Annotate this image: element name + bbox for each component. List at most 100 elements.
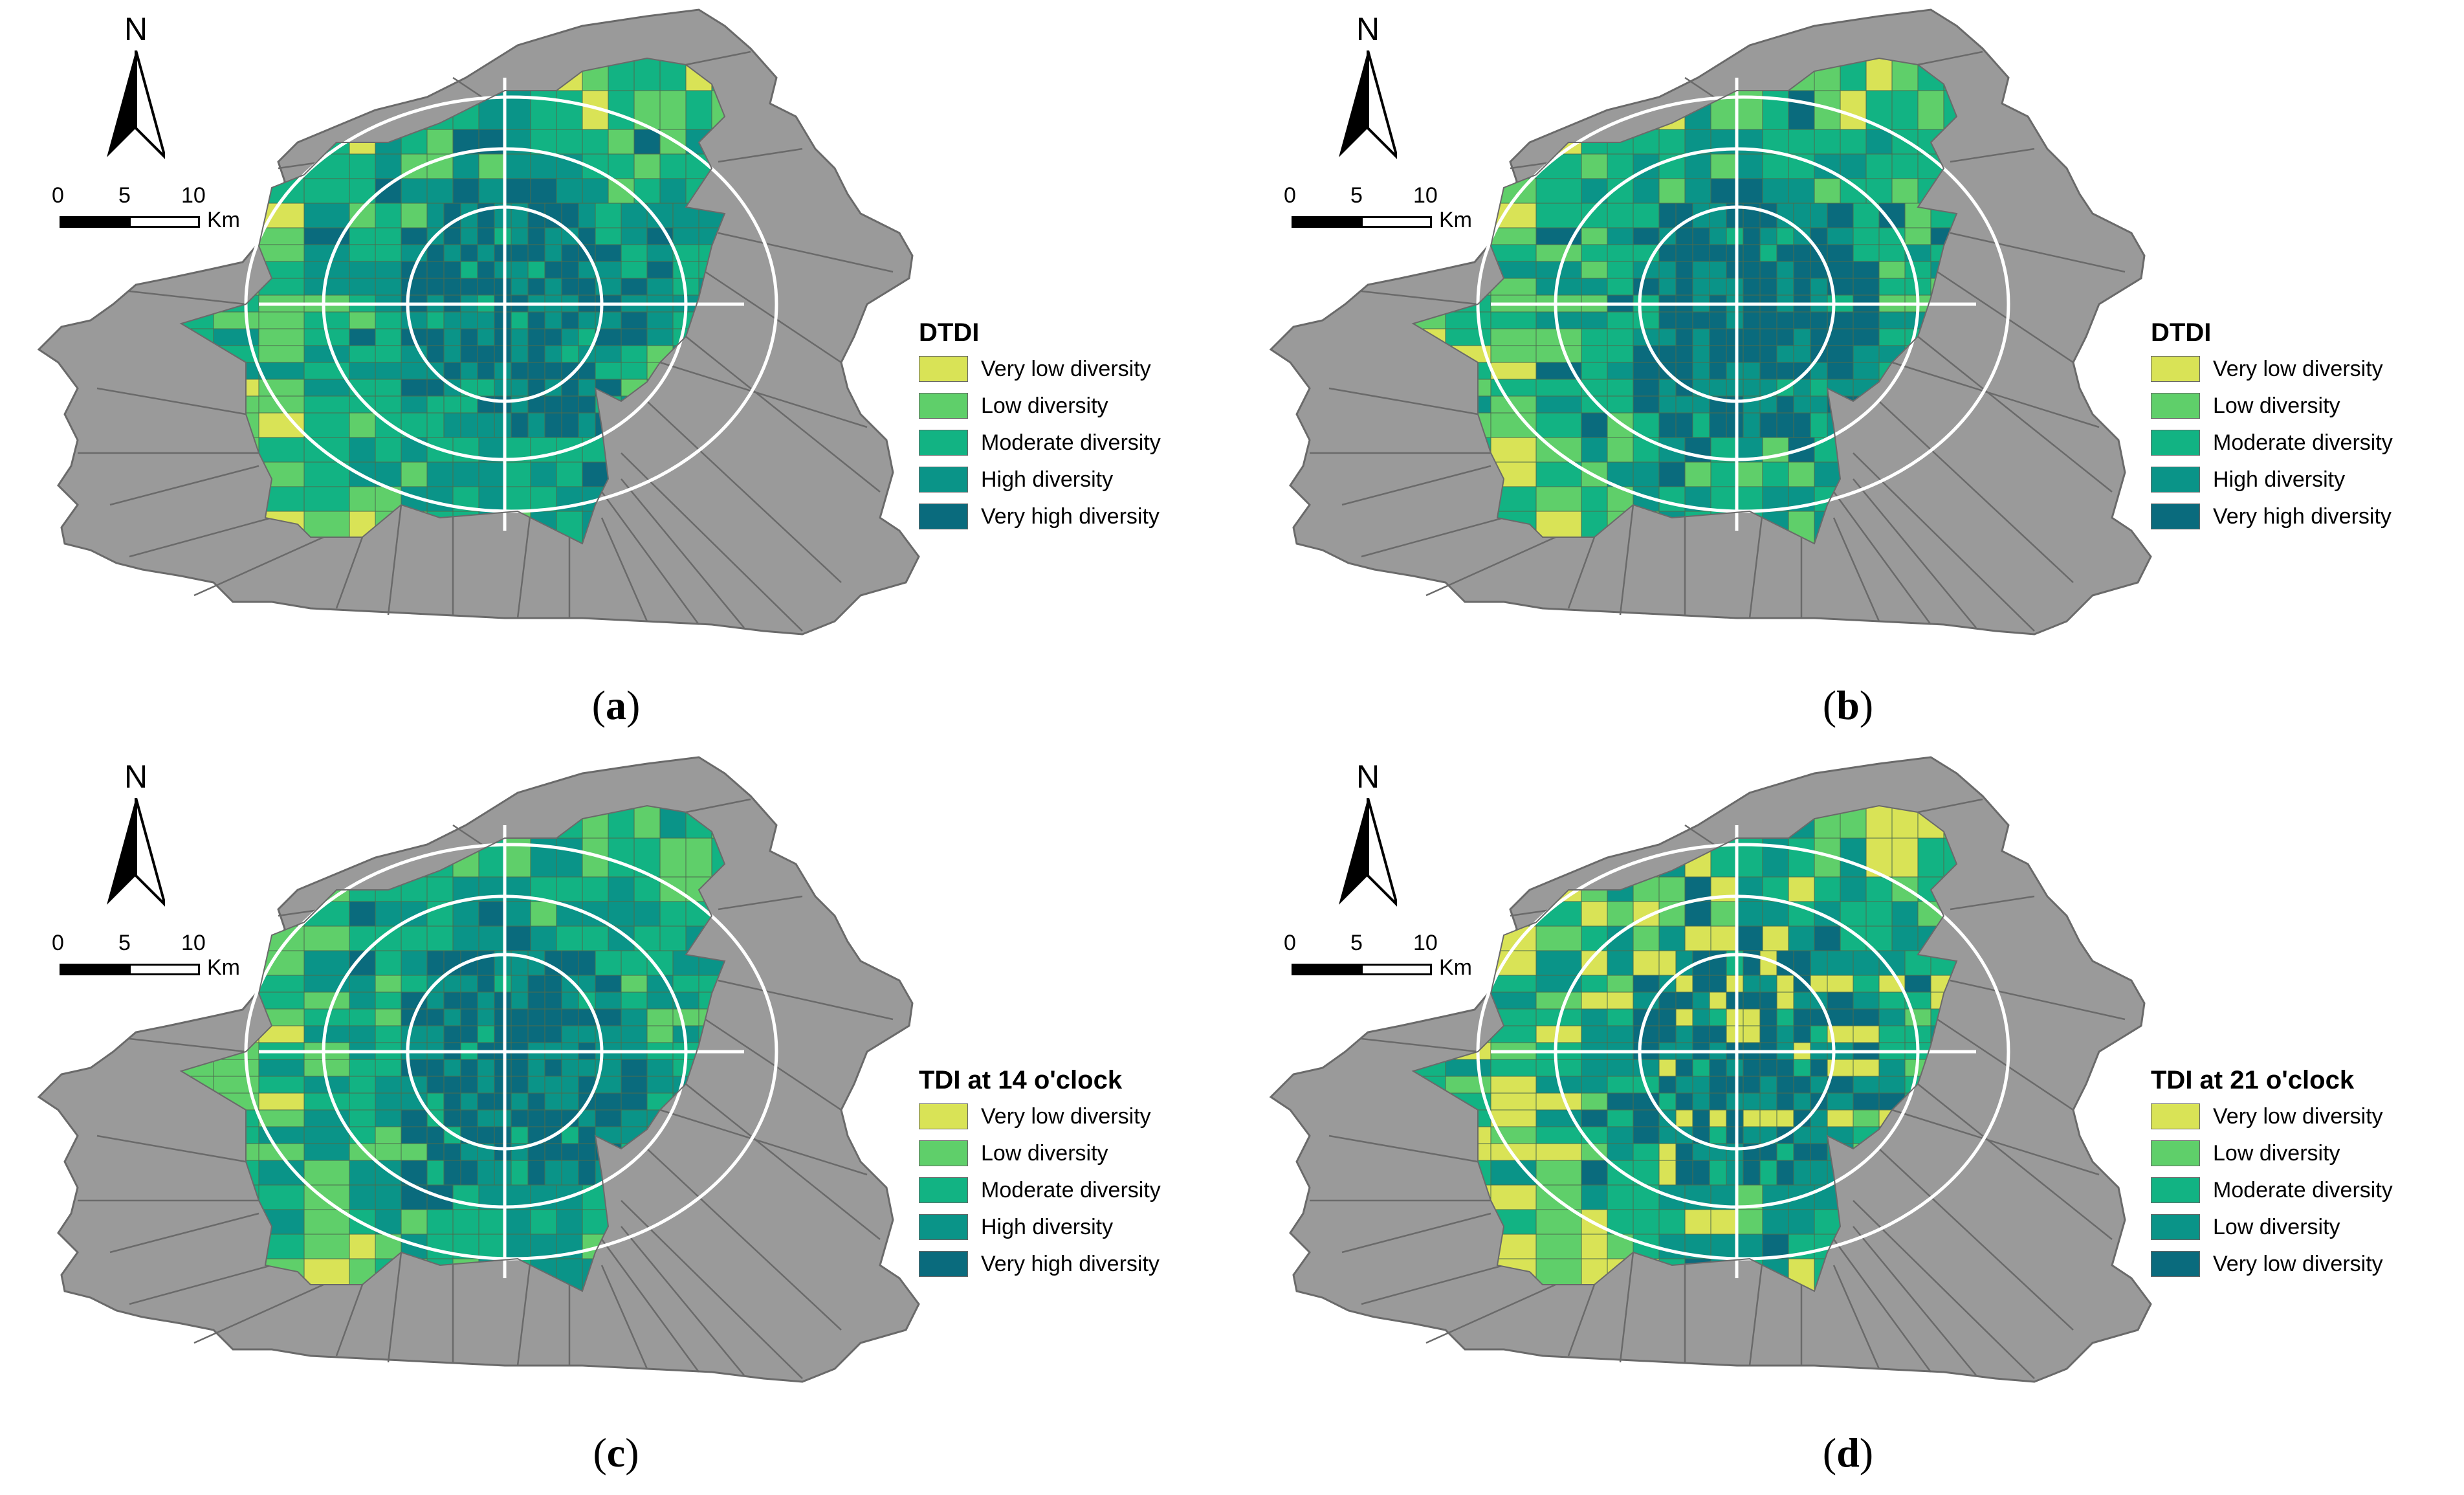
scale-bar-white <box>1361 216 1432 228</box>
city-map <box>37 756 920 1383</box>
legend-label: Very low diversity <box>981 1104 1151 1129</box>
legend-label: Very low diversity <box>2213 1104 2383 1129</box>
legend-label: High diversity <box>2213 467 2346 492</box>
scale-tick: 10 <box>1413 183 1438 208</box>
north-label: N <box>1356 11 1380 47</box>
panel-caption: (d) <box>1232 1430 2464 1476</box>
caption-letter: c <box>606 1430 626 1476</box>
legend-label: Very low diversity <box>2213 357 2383 381</box>
legend-swatch <box>2151 1251 2200 1277</box>
legend-item: Low diversity <box>919 389 1223 426</box>
legend-swatch <box>2151 504 2200 529</box>
legend-swatch <box>919 1103 968 1129</box>
legend-item: High diversity <box>2151 463 2455 500</box>
legend-label: Low diversity <box>2213 1215 2340 1239</box>
legend-swatch <box>2151 1177 2200 1203</box>
north-arrow-icon <box>1339 798 1397 907</box>
scale-tick: 10 <box>1413 931 1438 955</box>
scale-bar: 0 5 10 Km <box>1284 184 1491 243</box>
legend-swatch <box>2151 430 2200 456</box>
north-label: N <box>1356 759 1380 795</box>
legend-item: Very high diversity <box>919 500 1223 537</box>
map-panel-d: N 0 5 10 Km TDI at 21 o'clock Very low diversi… <box>1232 748 2464 1495</box>
scale-bar-black <box>60 964 131 975</box>
caption-open: ( <box>1822 682 1837 728</box>
map-legend: TDI at 14 o'clock Very low diversity Low d… <box>919 1065 1223 1284</box>
scale-bar-white <box>1361 964 1432 975</box>
legend-swatch <box>2151 1214 2200 1240</box>
legend-item: High diversity <box>919 463 1223 500</box>
scale-tick: 0 <box>1284 183 1296 208</box>
legend-swatch <box>919 1140 968 1166</box>
legend-label: Moderate diversity <box>2213 1178 2393 1202</box>
scale-bar-black <box>60 216 131 228</box>
legend-item: Very low diversity <box>2151 1100 2455 1136</box>
caption-close: ) <box>1859 1430 1874 1476</box>
north-label: N <box>124 759 148 795</box>
legend-item: High diversity <box>919 1210 1223 1247</box>
scale-unit: Km <box>1439 955 1472 980</box>
legend-title: DTDI <box>2151 318 2212 347</box>
scale-tick: 0 <box>1284 931 1296 955</box>
legend-item: Very low diversity <box>2151 1247 2455 1284</box>
north-arrow-icon <box>107 50 165 159</box>
north-arrow: N <box>1332 13 1403 162</box>
legend-swatch <box>2151 393 2200 419</box>
legend-swatch <box>919 1214 968 1240</box>
legend-label: Very high diversity <box>2213 504 2392 529</box>
scale-tick: 5 <box>1350 183 1363 208</box>
legend-label: Low diversity <box>981 393 1108 418</box>
north-arrow: N <box>100 13 171 162</box>
city-map <box>1269 8 2152 636</box>
legend-item: Moderate diversity <box>2151 1173 2455 1210</box>
legend-item: Low diversity <box>2151 1136 2455 1173</box>
legend-item: Very high diversity <box>919 1247 1223 1284</box>
legend-item: Very low diversity <box>919 352 1223 389</box>
north-arrow-icon <box>107 798 165 907</box>
caption-close: ) <box>626 682 641 728</box>
legend-swatch <box>2151 467 2200 493</box>
legend-label: Very low diversity <box>2213 1252 2383 1276</box>
legend-item: Moderate diversity <box>2151 426 2455 463</box>
legend-swatch <box>919 1251 968 1277</box>
legend-item: Very low diversity <box>2151 352 2455 389</box>
scale-bar: 0 5 10 Km <box>1284 932 1491 990</box>
map-panel-c: N 0 5 10 Km TDI at 14 o'clock Very low diversi… <box>0 748 1232 1495</box>
north-arrow: N <box>100 760 171 909</box>
legend-item: Moderate diversity <box>919 1173 1223 1210</box>
legend-title: TDI at 14 o'clock <box>919 1066 1123 1094</box>
legend-swatch <box>2151 356 2200 382</box>
scale-tick: 5 <box>118 931 131 955</box>
north-label: N <box>124 11 148 47</box>
scale-tick: 5 <box>1350 931 1363 955</box>
panel-caption: (a) <box>0 683 1232 728</box>
legend-label: Very low diversity <box>981 357 1151 381</box>
city-map <box>1269 756 2152 1383</box>
legend-swatch <box>919 430 968 456</box>
legend-label: Moderate diversity <box>981 1178 1161 1202</box>
city-map <box>37 8 920 636</box>
legend-swatch <box>919 1177 968 1203</box>
legend-item: Very low diversity <box>919 1100 1223 1136</box>
legend-swatch <box>2151 1140 2200 1166</box>
legend-label: Moderate diversity <box>2213 430 2393 455</box>
scale-tick: 10 <box>181 183 206 208</box>
legend-title: TDI at 21 o'clock <box>2151 1066 2355 1094</box>
legend-label: Very high diversity <box>981 1252 1160 1276</box>
legend-item: Low diversity <box>919 1136 1223 1173</box>
caption-letter: b <box>1836 682 1860 728</box>
scale-tick: 0 <box>52 931 64 955</box>
scale-tick: 0 <box>52 183 64 208</box>
legend-item: Low diversity <box>2151 389 2455 426</box>
legend-label: Low diversity <box>981 1141 1108 1166</box>
panel-caption: (c) <box>0 1430 1232 1476</box>
map-legend: DTDI Very low diversity Low diversity Moder… <box>2151 317 2455 537</box>
caption-open: ( <box>1822 1430 1837 1476</box>
caption-letter: a <box>606 682 626 728</box>
legend-swatch <box>919 356 968 382</box>
legend-label: Low diversity <box>2213 393 2340 418</box>
legend-label: High diversity <box>981 467 1114 492</box>
map-legend: DTDI Very low diversity Low diversity Moder… <box>919 317 1223 537</box>
map-panel-a: N 0 5 10 Km DTDI Very low diversity Low diversi… <box>0 0 1232 748</box>
panel-caption: (b) <box>1232 683 2464 728</box>
